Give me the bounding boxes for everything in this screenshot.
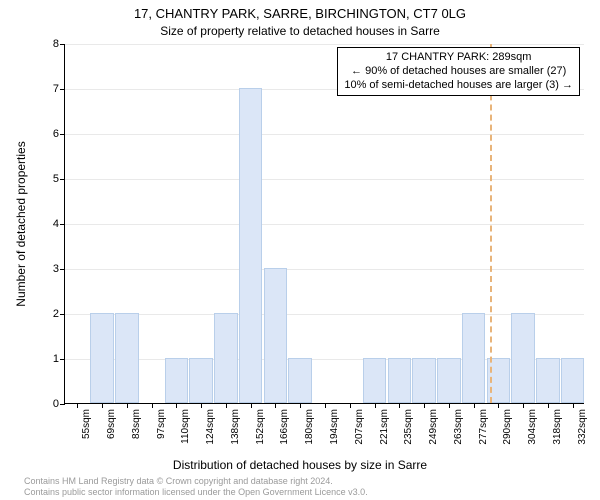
footer-line2: Contains public sector information licen…	[24, 487, 368, 498]
x-tick-mark	[424, 403, 425, 408]
x-tick-label: 97sqm	[156, 409, 167, 439]
y-tick-label: 7	[53, 83, 59, 95]
plot-area: 01234567855sqm69sqm83sqm97sqm110sqm124sq…	[64, 44, 584, 404]
histogram-bar	[462, 313, 486, 403]
y-tick-label: 3	[53, 263, 59, 275]
x-tick-label: 263sqm	[453, 409, 464, 445]
x-tick-mark	[573, 403, 574, 408]
y-tick-label: 6	[53, 128, 59, 140]
y-tick-label: 8	[53, 38, 59, 50]
x-tick-mark	[300, 403, 301, 408]
y-tick-label: 0	[53, 398, 59, 410]
grid-line	[65, 269, 584, 270]
grid-line	[65, 134, 584, 135]
histogram-bar	[288, 358, 312, 403]
y-tick-label: 1	[53, 353, 59, 365]
x-tick-label: 138sqm	[230, 409, 241, 445]
y-tick-label: 2	[53, 308, 59, 320]
histogram-bar	[165, 358, 189, 403]
y-tick-mark	[60, 179, 65, 180]
x-tick-label: 69sqm	[106, 409, 117, 439]
x-tick-mark	[399, 403, 400, 408]
histogram-bar	[437, 358, 461, 403]
grid-line	[65, 179, 584, 180]
property-marker-line	[490, 44, 492, 403]
x-tick-mark	[325, 403, 326, 408]
x-tick-mark	[127, 403, 128, 408]
callout-box: 17 CHANTRY PARK: 289sqm← 90% of detached…	[337, 47, 580, 96]
y-tick-mark	[60, 269, 65, 270]
x-tick-label: 332sqm	[577, 409, 588, 445]
x-tick-mark	[474, 403, 475, 408]
grid-line	[65, 314, 584, 315]
x-tick-label: 124sqm	[205, 409, 216, 445]
x-tick-label: 166sqm	[279, 409, 290, 445]
x-tick-label: 290sqm	[502, 409, 513, 445]
x-tick-label: 110sqm	[180, 409, 191, 444]
histogram-bar	[363, 358, 387, 403]
footer-attribution: Contains HM Land Registry data © Crown c…	[24, 476, 368, 498]
x-tick-label: 235sqm	[403, 409, 414, 445]
histogram-bar	[412, 358, 436, 403]
y-tick-label: 5	[53, 173, 59, 185]
x-tick-mark	[251, 403, 252, 408]
x-tick-label: 55sqm	[81, 409, 92, 439]
histogram-bar	[214, 313, 238, 403]
grid-line	[65, 44, 584, 45]
footer-line1: Contains HM Land Registry data © Crown c…	[24, 476, 368, 487]
x-tick-label: 180sqm	[304, 409, 315, 445]
grid-line	[65, 224, 584, 225]
y-tick-mark	[60, 134, 65, 135]
x-tick-label: 221sqm	[379, 409, 390, 445]
x-tick-mark	[375, 403, 376, 408]
y-tick-mark	[60, 359, 65, 360]
x-tick-mark	[176, 403, 177, 408]
x-tick-mark	[498, 403, 499, 408]
x-tick-label: 249sqm	[428, 409, 439, 445]
x-tick-mark	[152, 403, 153, 408]
histogram-bar	[536, 358, 560, 403]
x-axis-label: Distribution of detached houses by size …	[0, 458, 600, 472]
x-tick-mark	[350, 403, 351, 408]
x-tick-mark	[449, 403, 450, 408]
x-tick-label: 304sqm	[527, 409, 538, 445]
chart-title-address: 17, CHANTRY PARK, SARRE, BIRCHINGTON, CT…	[0, 6, 600, 21]
x-tick-mark	[77, 403, 78, 408]
x-tick-mark	[275, 403, 276, 408]
y-axis-label-text: Number of detached properties	[14, 141, 28, 306]
histogram-bar	[511, 313, 535, 403]
callout-line-3: 10% of semi-detached houses are larger (…	[344, 79, 573, 93]
chart-subtitle: Size of property relative to detached ho…	[0, 24, 600, 38]
y-axis-label: Number of detached properties	[14, 59, 28, 224]
x-tick-mark	[102, 403, 103, 408]
y-tick-mark	[60, 314, 65, 315]
histogram-bar	[90, 313, 114, 403]
y-tick-mark	[60, 44, 65, 45]
histogram-bar	[189, 358, 213, 403]
x-tick-mark	[201, 403, 202, 408]
y-tick-label: 4	[53, 218, 59, 230]
callout-line-2: ← 90% of detached houses are smaller (27…	[344, 65, 573, 79]
x-tick-label: 207sqm	[354, 409, 365, 445]
histogram-bar	[115, 313, 139, 403]
x-tick-mark	[523, 403, 524, 408]
y-tick-mark	[60, 404, 65, 405]
histogram-bar	[239, 88, 263, 403]
x-tick-label: 83sqm	[131, 409, 142, 439]
callout-line-1: 17 CHANTRY PARK: 289sqm	[344, 51, 573, 65]
y-tick-mark	[60, 224, 65, 225]
x-tick-label: 318sqm	[552, 409, 563, 445]
y-tick-mark	[60, 89, 65, 90]
chart-container: 17, CHANTRY PARK, SARRE, BIRCHINGTON, CT…	[0, 0, 600, 500]
histogram-bar	[388, 358, 412, 403]
x-tick-mark	[548, 403, 549, 408]
x-tick-mark	[226, 403, 227, 408]
x-tick-label: 152sqm	[255, 409, 266, 445]
x-tick-label: 277sqm	[478, 409, 489, 445]
x-tick-label: 194sqm	[329, 409, 340, 445]
histogram-bar	[264, 268, 288, 403]
histogram-bar	[561, 358, 585, 403]
